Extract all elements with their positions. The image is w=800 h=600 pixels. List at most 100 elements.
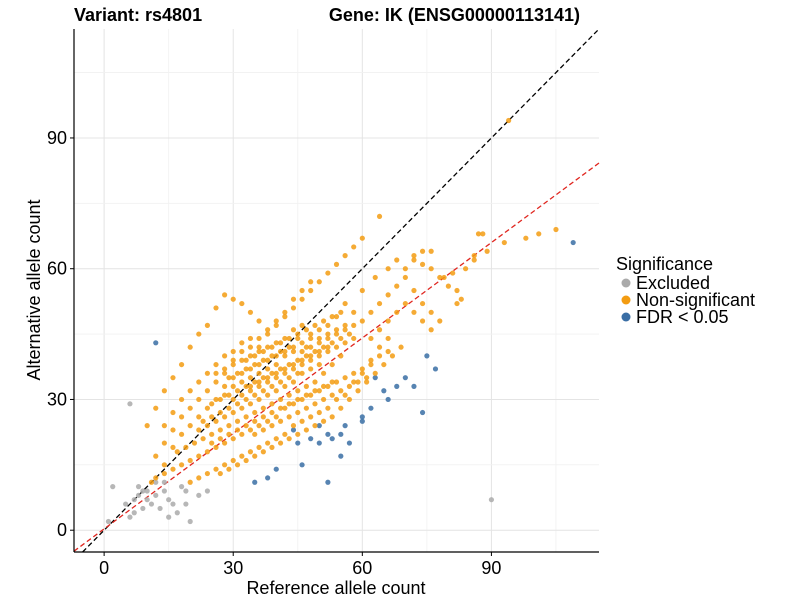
data-point [204, 322, 211, 328]
data-point [265, 331, 271, 337]
data-point [187, 423, 193, 429]
data-point [239, 340, 245, 346]
data-point [153, 405, 159, 411]
data-point [204, 370, 211, 376]
data-point [135, 484, 142, 490]
legend-entry-excluded: Excluded [621, 273, 710, 293]
data-point [230, 361, 236, 368]
y-tick-label: 60 [47, 259, 67, 279]
legend-title: Significance [616, 254, 713, 274]
data-point [247, 335, 254, 342]
data-point [342, 392, 348, 398]
data-point [209, 440, 215, 446]
data-point [441, 274, 447, 281]
data-point [376, 327, 383, 333]
data-point [320, 370, 327, 376]
data-point [286, 335, 292, 342]
data-point [243, 396, 249, 403]
data-point [196, 475, 202, 481]
data-point [273, 322, 279, 328]
data-point [256, 396, 262, 403]
data-point [222, 353, 228, 359]
y-axis-title: Alternative allele count [24, 199, 44, 380]
data-point [222, 392, 228, 398]
data-point [484, 248, 490, 254]
data-point [256, 379, 262, 385]
data-point [372, 370, 378, 376]
data-point [299, 340, 305, 346]
legend-label-excluded: Excluded [636, 273, 710, 293]
x-tick-label: 30 [223, 558, 243, 578]
data-point [277, 348, 284, 355]
data-point [282, 405, 288, 411]
legend: Significance Excluded Non-significant FD… [616, 254, 755, 327]
data-point [260, 348, 266, 355]
data-point [277, 418, 284, 424]
data-point [488, 497, 495, 503]
data-point [295, 331, 301, 337]
data-point [247, 427, 254, 433]
data-point [196, 414, 202, 420]
data-point [351, 335, 357, 342]
data-point [187, 457, 193, 464]
tick-marks: 0 30 60 90 0 30 60 90 [47, 128, 501, 578]
data-point [385, 348, 391, 355]
data-point [312, 401, 318, 407]
data-point [368, 405, 374, 411]
data-point [243, 414, 249, 420]
data-point [351, 322, 357, 328]
data-point [325, 383, 331, 389]
y-tick-label: 30 [47, 389, 67, 409]
data-point [178, 462, 185, 468]
data-point [312, 348, 318, 355]
data-point [196, 453, 202, 459]
data-point [161, 423, 167, 429]
data-point [256, 344, 262, 350]
data-point [273, 375, 279, 381]
data-point [222, 383, 228, 389]
data-point [329, 379, 335, 385]
data-point [247, 401, 254, 407]
series-non-significant [144, 117, 559, 485]
data-point [381, 361, 387, 368]
data-point [166, 497, 172, 503]
data-point [295, 335, 301, 342]
data-point [209, 401, 215, 407]
data-point [144, 497, 150, 503]
data-point [269, 383, 275, 389]
data-point [398, 344, 404, 350]
data-point [170, 375, 176, 381]
data-point [299, 396, 305, 403]
data-point [277, 379, 284, 385]
data-point [234, 401, 241, 407]
data-point [364, 375, 370, 381]
data-point [299, 322, 305, 328]
data-point [325, 348, 331, 355]
data-point [127, 514, 133, 520]
data-point [239, 431, 245, 437]
data-point [226, 431, 232, 437]
data-point [204, 388, 211, 394]
data-point [256, 318, 262, 324]
data-point [290, 401, 297, 407]
data-point [265, 379, 271, 385]
data-point [265, 418, 271, 424]
data-point [243, 383, 249, 389]
data-point [312, 388, 318, 394]
data-point [273, 466, 279, 472]
data-point [230, 383, 236, 389]
data-point [282, 353, 288, 359]
data-point [273, 353, 279, 359]
data-point [329, 414, 335, 420]
data-point [471, 257, 477, 263]
data-point [234, 418, 241, 424]
data-point [368, 309, 374, 315]
data-point [419, 318, 426, 324]
data-point [148, 501, 155, 507]
data-point [312, 322, 318, 328]
data-point [338, 453, 344, 459]
data-point [131, 510, 137, 516]
data-point [372, 274, 378, 281]
data-point [260, 405, 266, 411]
data-point [222, 366, 228, 372]
